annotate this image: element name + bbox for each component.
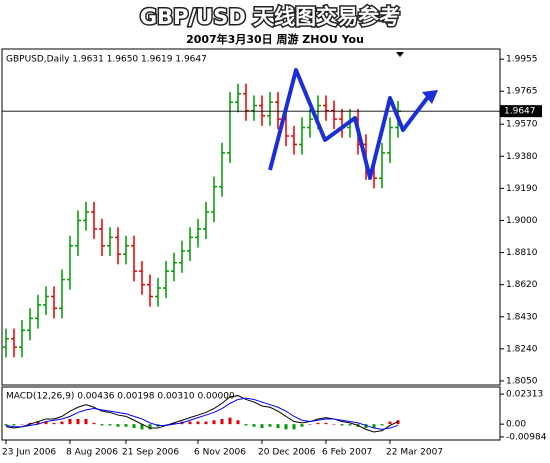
macd-histogram-bar: [132, 424, 136, 429]
macd-histogram-bar: [332, 424, 336, 425]
macd-histogram-bar: [44, 421, 48, 425]
macd-histogram-bar: [236, 420, 240, 425]
macd-info: MACD(12,26,9) 0.00436 0.00198 0.00310 0.…: [6, 392, 235, 402]
chart-subtitle: 2007年3月30日 周游 ZHOU You: [186, 32, 364, 46]
x-tick-label: 22 Mar 2007: [386, 448, 443, 458]
macd-histogram-bar: [52, 422, 56, 425]
macd-histogram-bar: [396, 420, 400, 425]
y-tick-label: 1.9380: [506, 152, 538, 162]
macd-histogram-bar: [124, 424, 128, 427]
macd-histogram-bar: [252, 424, 256, 427]
macd-histogram-bar: [228, 417, 232, 425]
macd-histogram-bar: [244, 424, 248, 426]
macd-histogram-bar: [28, 422, 32, 425]
x-tick-label: 6 Nov 2006: [194, 448, 246, 458]
current-price-label: 1.9647: [504, 107, 536, 117]
chart-title: GBP/USD 天线图交易参考: [140, 5, 400, 29]
y-tick-label: 1.9570: [506, 120, 538, 130]
y-tick-label: 0.02313: [506, 390, 543, 400]
macd-histogram-bar: [84, 418, 88, 425]
macd-histogram-bar: [220, 418, 224, 425]
y-tick-label: 1.8240: [506, 344, 538, 354]
macd-histogram-bar: [164, 424, 168, 425]
y-tick-label: 1.9955: [506, 55, 538, 65]
macd-histogram-bar: [108, 424, 112, 426]
macd-histogram-bar: [340, 424, 344, 426]
macd-histogram-bar: [260, 424, 264, 429]
y-tick-label: 1.8810: [506, 248, 538, 258]
macd-histogram-bar: [268, 424, 272, 427]
y-tick-label: 1.9765: [506, 87, 538, 97]
shift-marker: [396, 52, 404, 57]
y-tick-label: 0.00: [506, 420, 526, 430]
y-tick-label: 1.9190: [506, 184, 538, 194]
x-tick-label: 8 Aug 2006: [66, 448, 118, 458]
macd-histogram-bar: [372, 424, 376, 429]
macd-histogram-bar: [380, 424, 384, 426]
macd-histogram-bar: [364, 424, 368, 429]
macd-histogram-bar: [4, 424, 8, 426]
macd-histogram-bar: [140, 424, 144, 430]
macd-histogram-bar: [188, 421, 192, 425]
macd-histogram-bar: [76, 418, 80, 425]
macd-histogram-bar: [292, 424, 296, 430]
y-tick-label: 1.9000: [506, 216, 538, 226]
annotation-arrow: [268, 68, 438, 180]
macd-histogram-bar: [284, 424, 288, 430]
macd-histogram-bar: [388, 421, 392, 425]
macd-histogram-bar: [348, 424, 352, 426]
macd-histogram-bar: [324, 422, 328, 425]
macd-histogram-bar: [148, 424, 152, 430]
x-tick-label: 20 Dec 2006: [258, 448, 316, 458]
macd-histogram-bar: [100, 424, 104, 426]
y-tick-label: 1.8430: [506, 312, 538, 322]
macd-panel: [1, 386, 501, 441]
macd-histogram-bar: [212, 420, 216, 425]
macd-histogram-bar: [300, 424, 304, 427]
signal-line: [5, 397, 399, 430]
arrow-head: [422, 90, 438, 104]
macd-histogram-bar: [68, 418, 72, 425]
price-panel: [1, 48, 501, 386]
x-tick-label: 6 Feb 2007: [322, 448, 372, 458]
macd-histogram-bar: [204, 421, 208, 425]
y-tick-label: -0.00984: [506, 432, 547, 442]
macd-histogram-bar: [60, 421, 64, 425]
macd-histogram-bar: [116, 424, 120, 427]
macd-histogram-bar: [308, 424, 312, 425]
macd-histogram-bar: [20, 424, 24, 425]
macd-histogram-bar: [172, 422, 176, 425]
macd-histogram-bar: [316, 422, 320, 425]
macd-histogram-bar: [12, 424, 16, 426]
macd-histogram-bar: [36, 421, 40, 425]
x-tick-label: 21 Sep 2006: [122, 448, 179, 458]
macd-histogram-bar: [276, 424, 280, 429]
current-price-box: [500, 105, 542, 118]
y-tick-label: 1.8050: [506, 376, 538, 386]
macd-histogram-bar: [196, 421, 200, 425]
symbol-info: GBPUSD,Daily 1.9631 1.9650 1.9619 1.9647: [6, 55, 207, 65]
macd-histogram-bar: [92, 422, 96, 425]
y-tick-label: 1.8620: [506, 280, 538, 290]
x-tick-label: 23 Jun 2006: [2, 448, 56, 458]
zigzag: [268, 68, 430, 180]
